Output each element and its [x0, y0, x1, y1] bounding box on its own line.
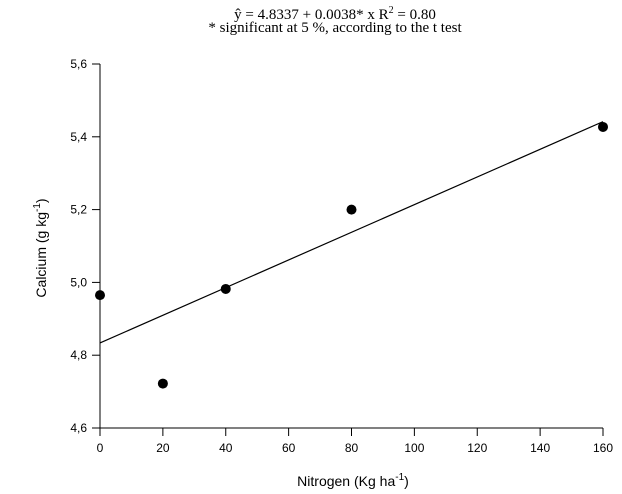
x-ticks: 0 20 40 60 80 100 120 140 160 [97, 428, 613, 455]
data-point [157, 378, 168, 389]
regression-equation: ŷ = 4.8337 + 0.0038* x R2 = 0.80 [175, 2, 495, 24]
y-tick-label: 4,6 [70, 421, 87, 435]
data-point [598, 121, 608, 132]
x-tick-label: 60 [282, 441, 296, 455]
x-tick-label: 100 [404, 441, 424, 455]
x-tick-label: 140 [530, 441, 550, 455]
equation-main: ŷ = 4.8337 + 0.0038* x R [234, 7, 389, 23]
data-point [346, 204, 357, 215]
data-point [220, 283, 231, 294]
data-point [95, 290, 105, 301]
x-axis-title: Nitrogen (Kg ha-1) [297, 472, 409, 489]
y-axis-title: Calcium (g kg-1) [32, 198, 49, 297]
x-tick-label: 160 [593, 441, 613, 455]
x-tick-label: 40 [219, 441, 233, 455]
x-tick-label: 120 [467, 441, 487, 455]
y-ticks: 4,6 4,8 5,0 5,2 5,4 5,6 [70, 57, 100, 435]
x-tick-label: 80 [345, 441, 359, 455]
y-tick-label: 4,8 [70, 348, 87, 362]
y-tick-label: 5,6 [70, 57, 87, 71]
regression-line-group [99, 121, 604, 344]
x-tick-label: 0 [97, 441, 104, 455]
data-points [95, 121, 608, 389]
x-tick-label: 20 [156, 441, 170, 455]
regression-line [99, 121, 604, 344]
equation-tail: = 0.80 [393, 7, 436, 23]
y-tick-label: 5,4 [70, 130, 87, 144]
significance-note: * significant at 5 %, according to the t… [208, 20, 462, 36]
y-tick-label: 5,0 [70, 275, 87, 289]
axes [92, 64, 603, 436]
equation-r2-superscript: 2 [388, 5, 394, 16]
y-tick-label: 5,2 [70, 203, 87, 217]
